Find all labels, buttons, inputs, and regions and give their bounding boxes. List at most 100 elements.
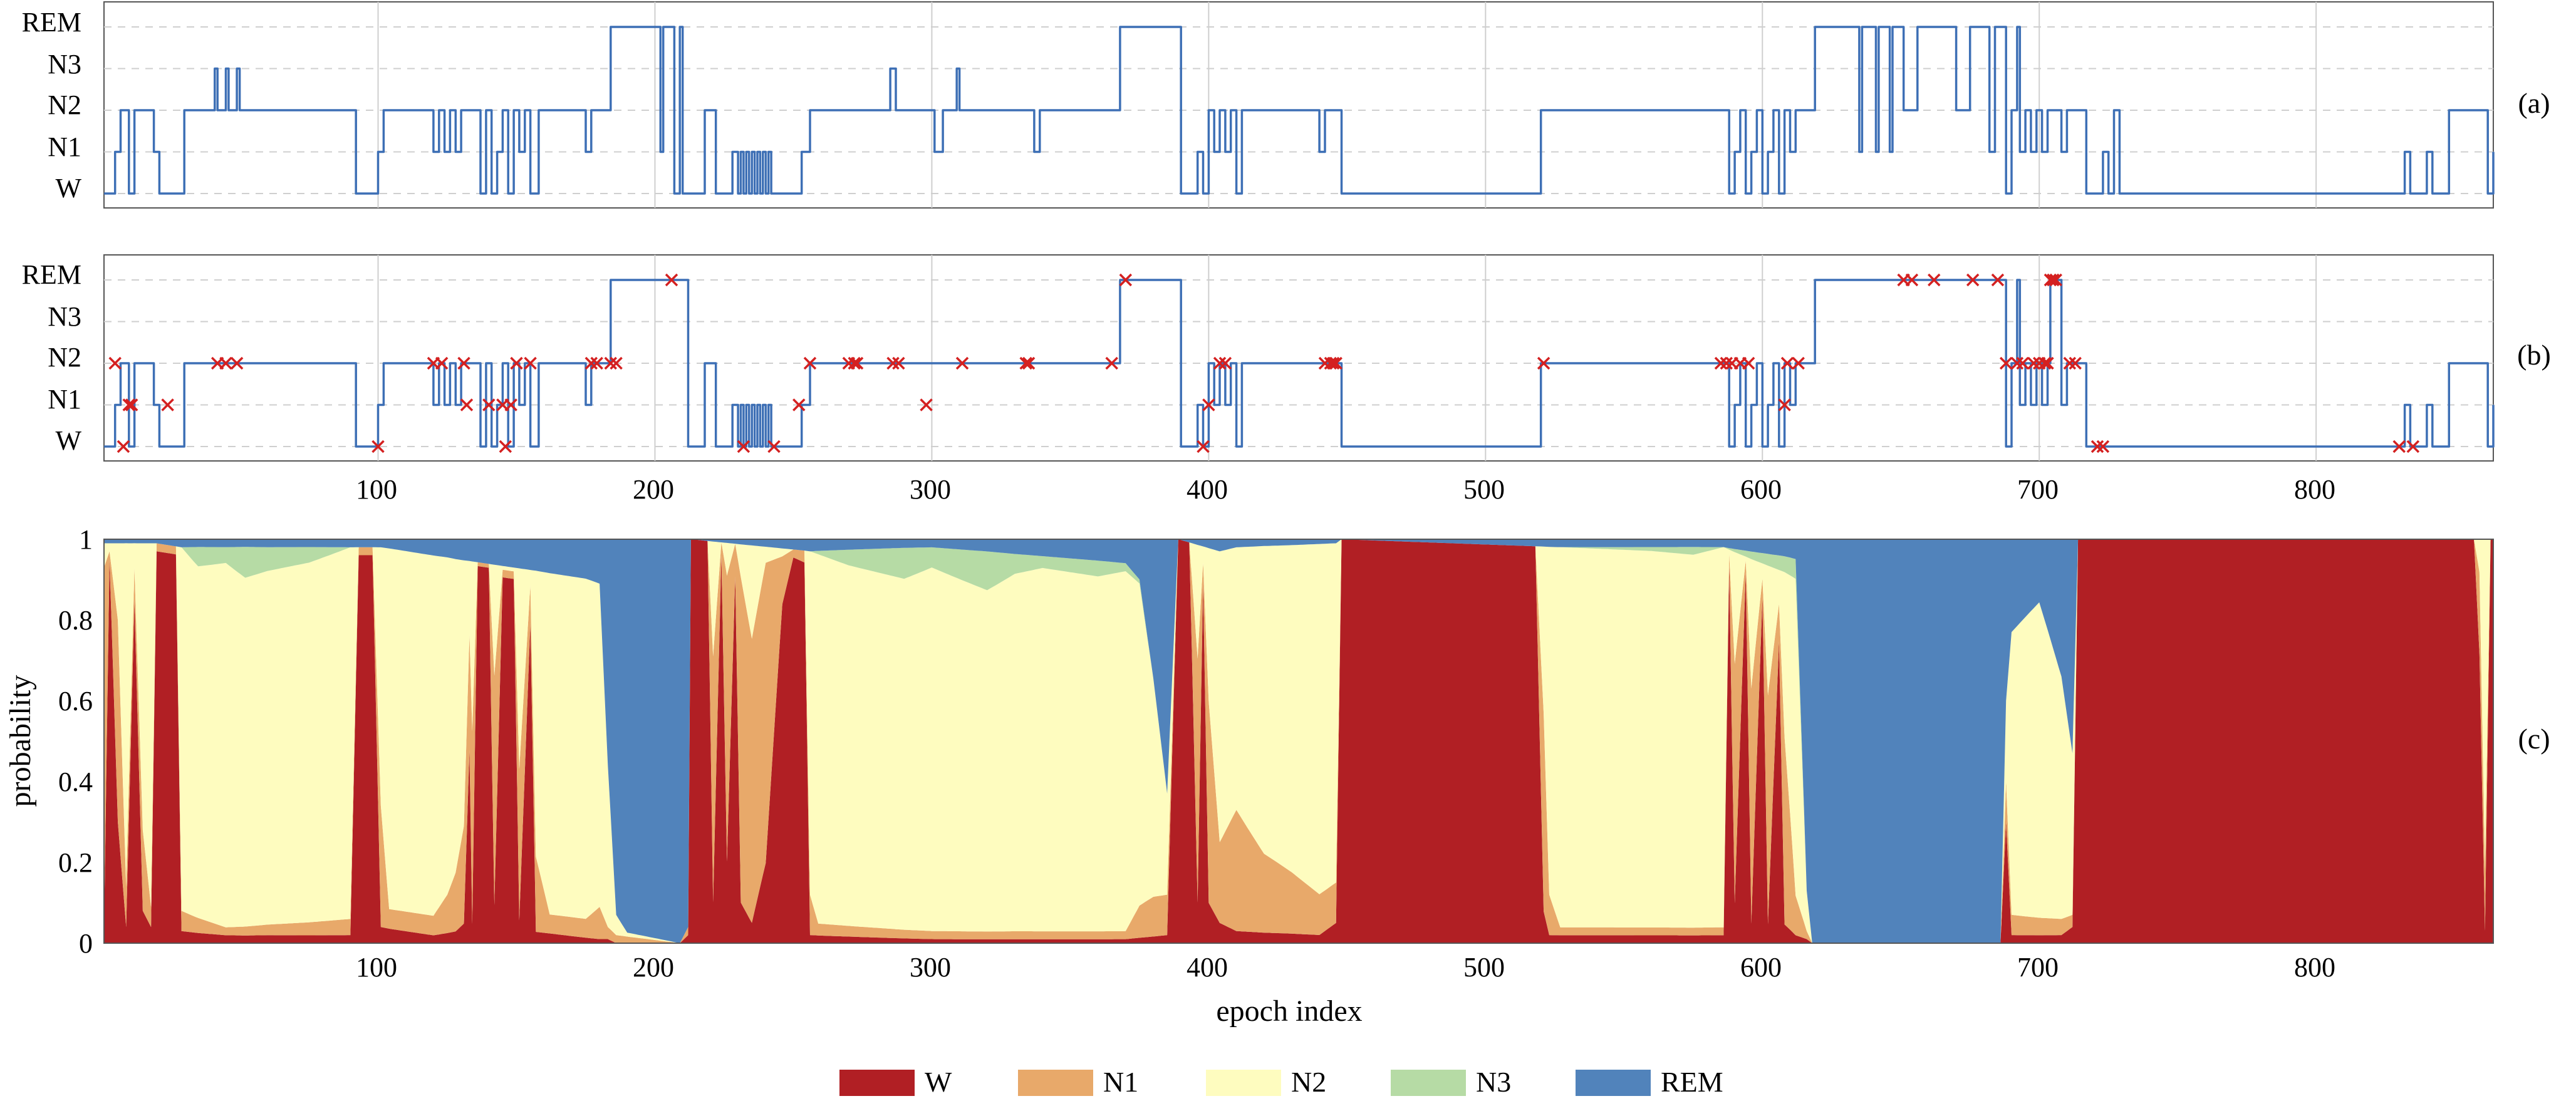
legend: W N1 N2 N3 REM bbox=[839, 1066, 1723, 1098]
error-marker bbox=[886, 356, 900, 370]
stage-tick-n3: N3 bbox=[48, 49, 81, 80]
legend-swatch-n2 bbox=[1206, 1070, 1281, 1096]
error-marker bbox=[1714, 356, 1728, 370]
error-marker bbox=[161, 398, 174, 411]
legend-item-rem: REM bbox=[1576, 1066, 1723, 1098]
panel-c-x-ticks: 100 200 300 400 500 600 700 800 bbox=[356, 952, 2335, 983]
panel-a-hypnogram: REM N3 N2 N1 W (a) bbox=[22, 1, 2550, 209]
x-tick-400: 400 bbox=[1187, 474, 1228, 505]
error-marker bbox=[2096, 440, 2110, 453]
panel-label-c: (c) bbox=[2518, 723, 2550, 755]
error-marker bbox=[504, 398, 517, 411]
x-tick-200: 200 bbox=[633, 474, 674, 505]
error-marker bbox=[1329, 356, 1343, 370]
error-marker bbox=[108, 356, 122, 370]
legend-swatch-n1 bbox=[1018, 1070, 1093, 1096]
x-tick-800: 800 bbox=[2294, 952, 2335, 983]
error-marker bbox=[460, 398, 474, 411]
stage-tick-rem: REM bbox=[22, 259, 81, 290]
panel-b-hypnogram: REM N3 N2 N1 W 100 200 300 400 500 600 7… bbox=[22, 254, 2551, 505]
legend-label-n3: N3 bbox=[1476, 1066, 1511, 1098]
error-marker bbox=[1218, 356, 1232, 370]
panel-a-hypnogram-line bbox=[104, 26, 2495, 195]
stage-tick-rem: REM bbox=[22, 7, 81, 38]
x-tick-100: 100 bbox=[356, 952, 397, 983]
error-marker bbox=[1019, 356, 1032, 370]
x-tick-700: 700 bbox=[2017, 474, 2059, 505]
error-marker bbox=[2010, 356, 2024, 370]
error-marker bbox=[2044, 273, 2057, 287]
area-n2 bbox=[104, 539, 2493, 943]
y-axis-label: probability bbox=[4, 675, 37, 807]
error-marker bbox=[1792, 356, 1805, 370]
error-marker bbox=[803, 356, 817, 370]
legend-label-rem: REM bbox=[1661, 1066, 1723, 1098]
stage-tick-w: W bbox=[55, 425, 81, 456]
error-marker bbox=[2041, 356, 2054, 370]
error-marker bbox=[1778, 398, 1791, 411]
error-marker bbox=[524, 356, 537, 370]
legend-label-n1: N1 bbox=[1103, 1066, 1138, 1098]
prob-tick-0-2: 0.2 bbox=[58, 847, 93, 878]
error-marker bbox=[122, 398, 136, 411]
error-marker bbox=[1022, 356, 1036, 370]
error-marker bbox=[1324, 356, 1337, 370]
panel-b-hypnogram-line bbox=[104, 279, 2495, 448]
error-marker bbox=[848, 356, 861, 370]
error-marker bbox=[1197, 440, 1210, 453]
error-marker bbox=[125, 398, 138, 411]
legend-item-n1: N1 bbox=[1018, 1066, 1138, 1098]
legend-swatch-rem bbox=[1576, 1070, 1651, 1096]
error-marker bbox=[117, 440, 130, 453]
legend-item-w: W bbox=[839, 1066, 952, 1098]
prob-tick-0: 0 bbox=[79, 928, 93, 959]
error-marker bbox=[2038, 356, 2052, 370]
error-marker bbox=[1905, 273, 1919, 287]
error-marker bbox=[1780, 356, 1794, 370]
error-marker bbox=[482, 398, 496, 411]
legend-item-n2: N2 bbox=[1206, 1066, 1326, 1098]
error-marker bbox=[2063, 356, 2077, 370]
error-marker bbox=[219, 356, 232, 370]
stage-tick-n1: N1 bbox=[48, 384, 81, 415]
panel-label-b: (b) bbox=[2517, 339, 2551, 371]
error-marker bbox=[2392, 440, 2406, 453]
error-marker bbox=[665, 273, 678, 287]
stage-tick-n2: N2 bbox=[48, 90, 81, 120]
error-marker bbox=[892, 356, 905, 370]
x-axis-label: epoch index bbox=[1216, 995, 1362, 1028]
stage-tick-n2: N2 bbox=[48, 342, 81, 373]
panel-label-a: (a) bbox=[2518, 87, 2550, 119]
error-marker bbox=[920, 398, 933, 411]
error-marker bbox=[2406, 440, 2420, 453]
x-tick-400: 400 bbox=[1187, 952, 1228, 983]
error-marker bbox=[1119, 273, 1133, 287]
error-marker bbox=[610, 356, 623, 370]
panel-c-y-ticks: 0 0.2 0.4 0.6 0.8 1 bbox=[58, 524, 93, 959]
legend-swatch-n3 bbox=[1391, 1070, 1466, 1096]
error-marker bbox=[584, 356, 598, 370]
error-marker bbox=[499, 440, 512, 453]
error-marker bbox=[2047, 273, 2060, 287]
error-marker bbox=[2016, 356, 2029, 370]
error-marker bbox=[1202, 398, 1215, 411]
x-tick-300: 300 bbox=[910, 474, 951, 505]
error-marker bbox=[371, 440, 385, 453]
error-marker bbox=[1966, 273, 1980, 287]
error-marker bbox=[2049, 273, 2062, 287]
error-marker bbox=[510, 356, 523, 370]
prob-tick-0-6: 0.6 bbox=[58, 686, 93, 716]
legend-label-w: W bbox=[925, 1066, 952, 1098]
error-marker bbox=[1213, 356, 1227, 370]
error-marker bbox=[2090, 440, 2104, 453]
x-tick-100: 100 bbox=[356, 474, 397, 505]
panel-b-y-ticks: REM N3 N2 N1 W bbox=[22, 259, 82, 456]
error-marker bbox=[1999, 356, 2013, 370]
legend-swatch-w bbox=[839, 1070, 915, 1096]
panel-c-frame bbox=[103, 539, 2494, 944]
stage-tick-w: W bbox=[55, 173, 81, 204]
error-marker bbox=[230, 356, 244, 370]
error-marker bbox=[435, 356, 449, 370]
x-tick-200: 200 bbox=[633, 952, 674, 983]
x-tick-600: 600 bbox=[1740, 474, 1782, 505]
